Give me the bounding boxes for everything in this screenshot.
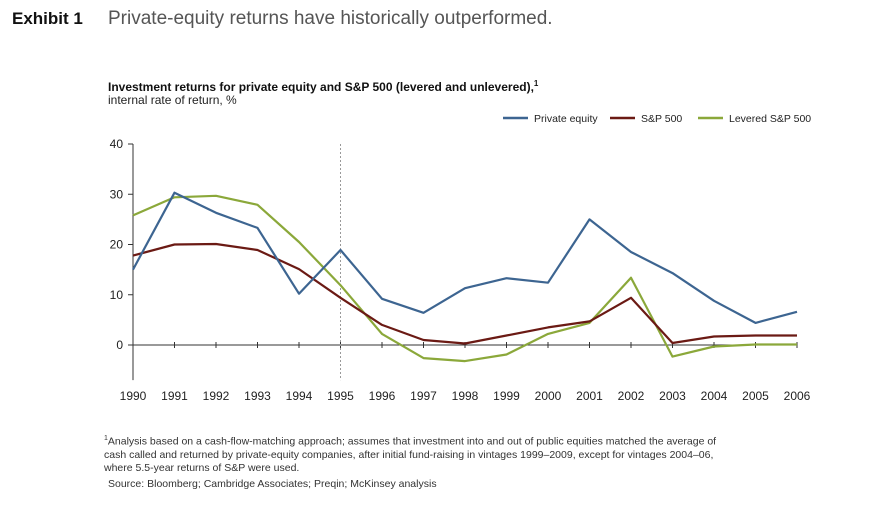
- chart-title: Investment returns for private equity an…: [108, 79, 538, 94]
- chart-subtitle: internal rate of return, %: [108, 93, 237, 107]
- x-tick-label: 1995: [327, 389, 354, 403]
- series-line-s-p-500: [132, 242, 797, 345]
- x-tick-label: 2001: [576, 389, 603, 403]
- chart-title-text: Investment returns for private equity an…: [108, 80, 534, 94]
- x-tick-label: 1997: [410, 389, 437, 403]
- x-tick-label: 1990: [120, 389, 147, 403]
- y-tick-label: 30: [110, 187, 124, 201]
- x-tick-label: 1993: [244, 389, 271, 403]
- source-note: Source: Bloomberg; Cambridge Associates;…: [108, 478, 437, 490]
- x-tick-label: 2004: [701, 389, 728, 403]
- x-tick-label: 1996: [369, 389, 396, 403]
- x-tick-label: 1999: [493, 389, 520, 403]
- footnote-marker: 1: [104, 435, 108, 442]
- footnote-text: Analysis based on a cash-flow-matching a…: [104, 435, 717, 474]
- x-tick-label: 2002: [618, 389, 645, 403]
- y-tick-label: 20: [110, 238, 124, 252]
- x-tick-label: 2006: [784, 389, 811, 403]
- x-tick-label: 2005: [742, 389, 769, 403]
- legend-label: Levered S&P 500: [729, 113, 811, 125]
- exhibit-label: Exhibit 1: [12, 9, 83, 28]
- x-tick-label: 1994: [286, 389, 313, 403]
- x-tick-label: 2003: [659, 389, 686, 403]
- headline: Private-equity returns have historically…: [108, 8, 553, 29]
- y-tick-label: 40: [110, 137, 124, 151]
- series-line-private-equity: [132, 191, 798, 324]
- y-tick-label: 10: [110, 288, 124, 302]
- footnote: 1Analysis based on a cash-flow-matching …: [104, 432, 724, 475]
- x-tick-label: 1998: [452, 389, 479, 403]
- legend-label: S&P 500: [641, 113, 682, 125]
- series-line-levered-s-p-500: [132, 194, 797, 363]
- legend-label: Private equity: [534, 113, 598, 125]
- x-tick-label: 2000: [535, 389, 562, 403]
- y-tick-label: 0: [116, 338, 123, 352]
- x-tick-label: 1991: [161, 389, 188, 403]
- x-tick-label: 1992: [203, 389, 230, 403]
- chart-title-footnote-marker: 1: [533, 79, 539, 88]
